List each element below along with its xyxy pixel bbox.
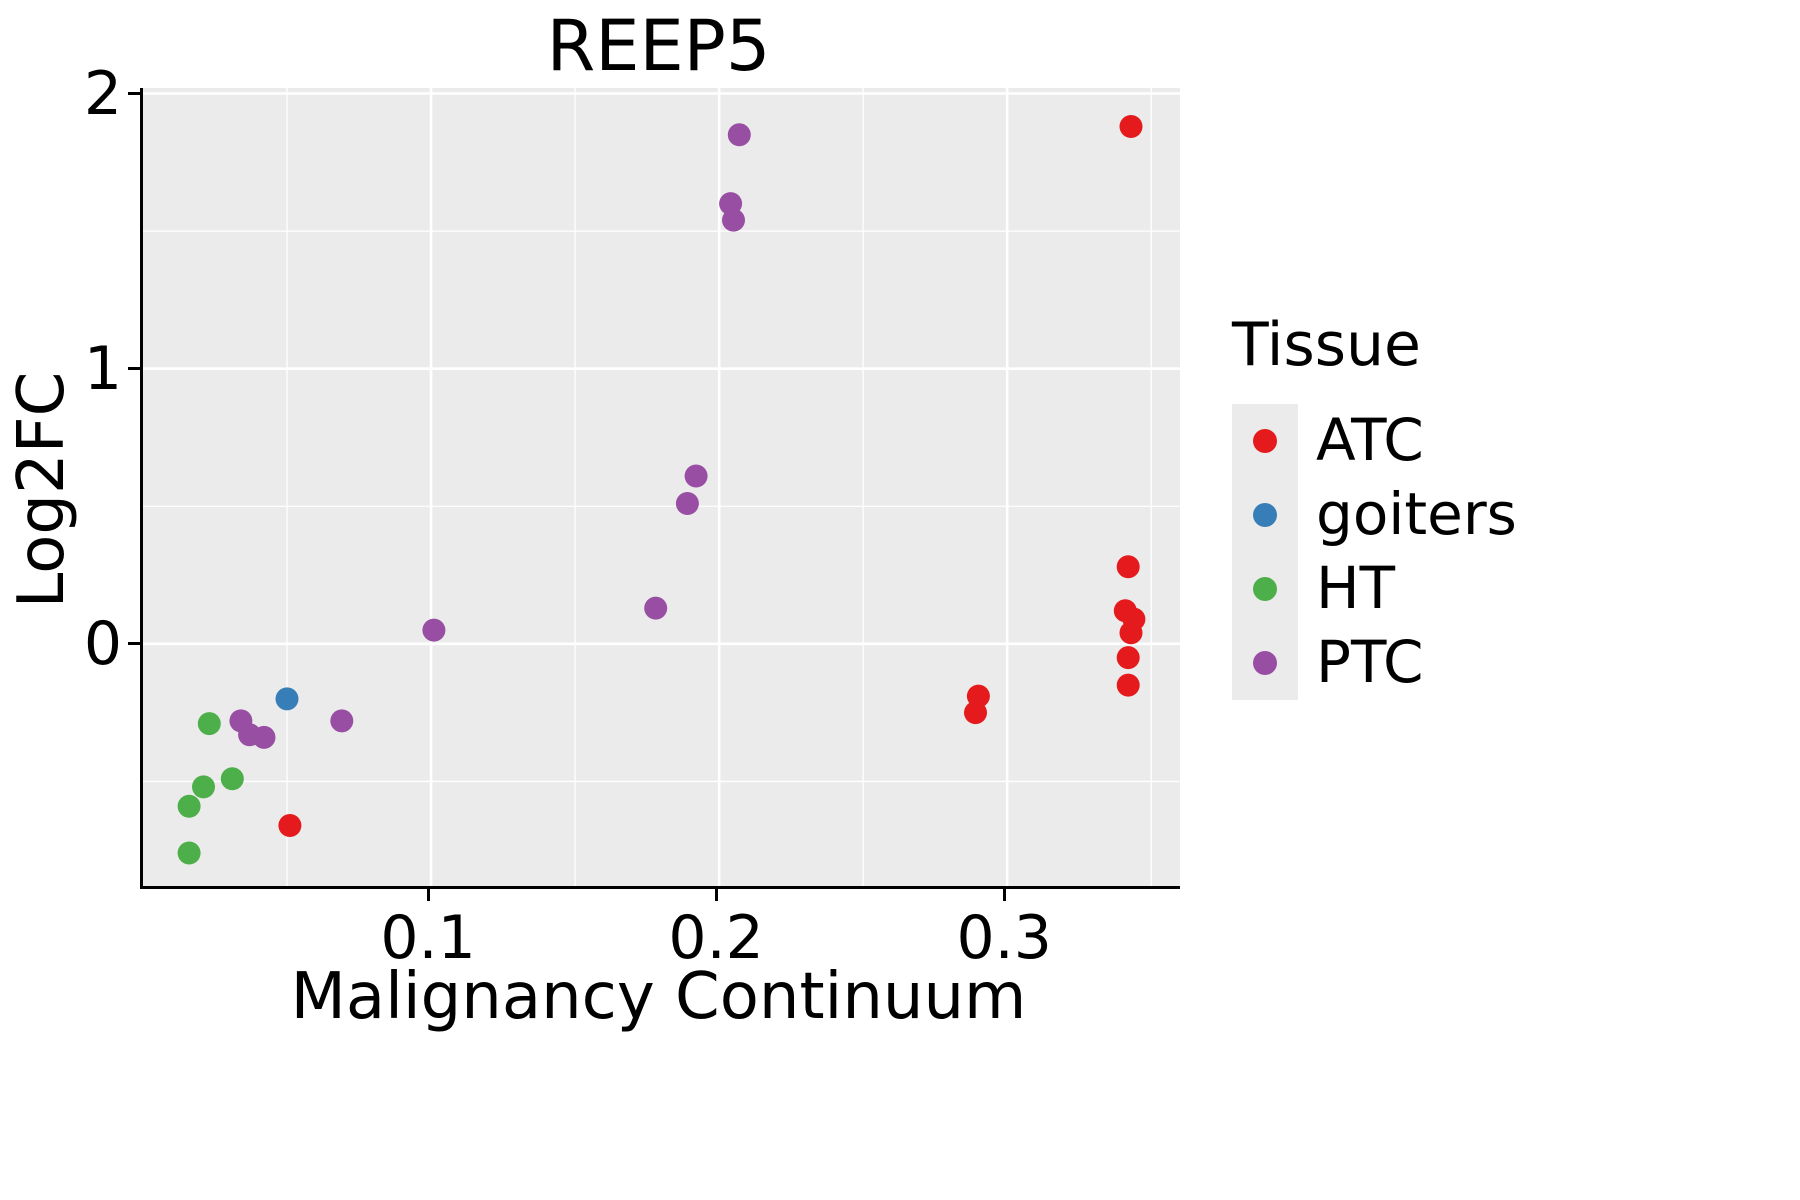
plot-panel <box>140 88 1180 889</box>
legend-entry-ATC: ATC <box>1232 404 1517 478</box>
data-point-ATC <box>1116 646 1140 670</box>
data-point-HT <box>177 794 201 818</box>
legend-label: HT <box>1316 554 1396 623</box>
data-point-ATC <box>1119 115 1143 138</box>
plot-title: REEP5 <box>546 5 771 87</box>
data-point-HT <box>177 841 201 865</box>
legend-key <box>1232 552 1298 626</box>
data-point-ATC <box>1116 673 1140 697</box>
data-point-ATC <box>278 814 302 837</box>
legend-key <box>1232 478 1298 552</box>
legend-entries: ATC goiters HT PTC <box>1232 404 1517 700</box>
x-tick-mark <box>714 889 718 901</box>
x-tick-label: 0.1 <box>380 903 476 973</box>
data-point-goiters <box>275 687 299 711</box>
data-point-PTC <box>675 492 699 515</box>
data-point-HT <box>220 767 244 791</box>
data-point-PTC <box>252 725 276 749</box>
data-point-PTC <box>422 618 446 642</box>
data-point-HT <box>192 775 215 799</box>
legend-dot-icon <box>1253 577 1277 601</box>
data-point-PTC <box>722 208 745 232</box>
legend-label: ATC <box>1316 406 1424 475</box>
y-tick-mark <box>128 642 140 646</box>
legend-entry-HT: HT <box>1232 552 1517 626</box>
legend-dot-icon <box>1253 651 1277 675</box>
legend: Tissue ATC goiters HT PTC <box>1232 312 1517 700</box>
y-tick-label: 0 <box>83 608 122 679</box>
x-tick-label: 0.2 <box>668 903 764 973</box>
legend-key <box>1232 626 1298 700</box>
legend-title: Tissue <box>1232 310 1421 380</box>
data-point-ATC <box>964 701 987 725</box>
x-axis-title: Malignancy Continuum <box>290 960 1027 1034</box>
legend-entry-PTC: PTC <box>1232 626 1517 700</box>
data-point-ATC <box>1116 555 1140 579</box>
x-tick-mark <box>426 889 430 901</box>
data-point-PTC <box>330 709 354 733</box>
data-point-PTC <box>684 464 708 488</box>
y-tick-mark <box>128 367 140 371</box>
legend-entry-goiters: goiters <box>1232 478 1517 552</box>
y-tick-label: 1 <box>83 333 122 404</box>
data-point-HT <box>197 712 221 736</box>
y-tick-mark <box>128 92 140 95</box>
data-point-ATC <box>1119 621 1143 645</box>
y-tick-label: 2 <box>83 58 122 129</box>
legend-dot-icon <box>1253 429 1277 453</box>
legend-dot-icon <box>1253 503 1277 527</box>
plot-area-svg <box>143 88 1180 886</box>
x-tick-label: 0.3 <box>956 903 1052 973</box>
legend-key <box>1232 404 1298 478</box>
legend-label: PTC <box>1316 628 1424 697</box>
x-tick-mark <box>1002 889 1006 901</box>
legend-label: goiters <box>1316 480 1517 549</box>
y-axis-title: Log2FC <box>4 371 79 609</box>
data-point-PTC <box>727 123 751 147</box>
data-point-PTC <box>644 596 668 620</box>
